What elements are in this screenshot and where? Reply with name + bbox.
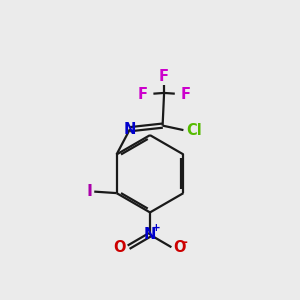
- Text: O: O: [113, 240, 126, 255]
- Text: N: N: [124, 122, 136, 137]
- Text: +: +: [152, 223, 161, 233]
- Text: O: O: [173, 240, 185, 255]
- Text: F: F: [159, 69, 169, 84]
- Text: -: -: [182, 236, 187, 249]
- Text: F: F: [138, 87, 148, 102]
- Text: I: I: [87, 184, 93, 199]
- Text: N: N: [144, 227, 156, 242]
- Text: Cl: Cl: [186, 123, 202, 138]
- Text: F: F: [181, 87, 190, 102]
